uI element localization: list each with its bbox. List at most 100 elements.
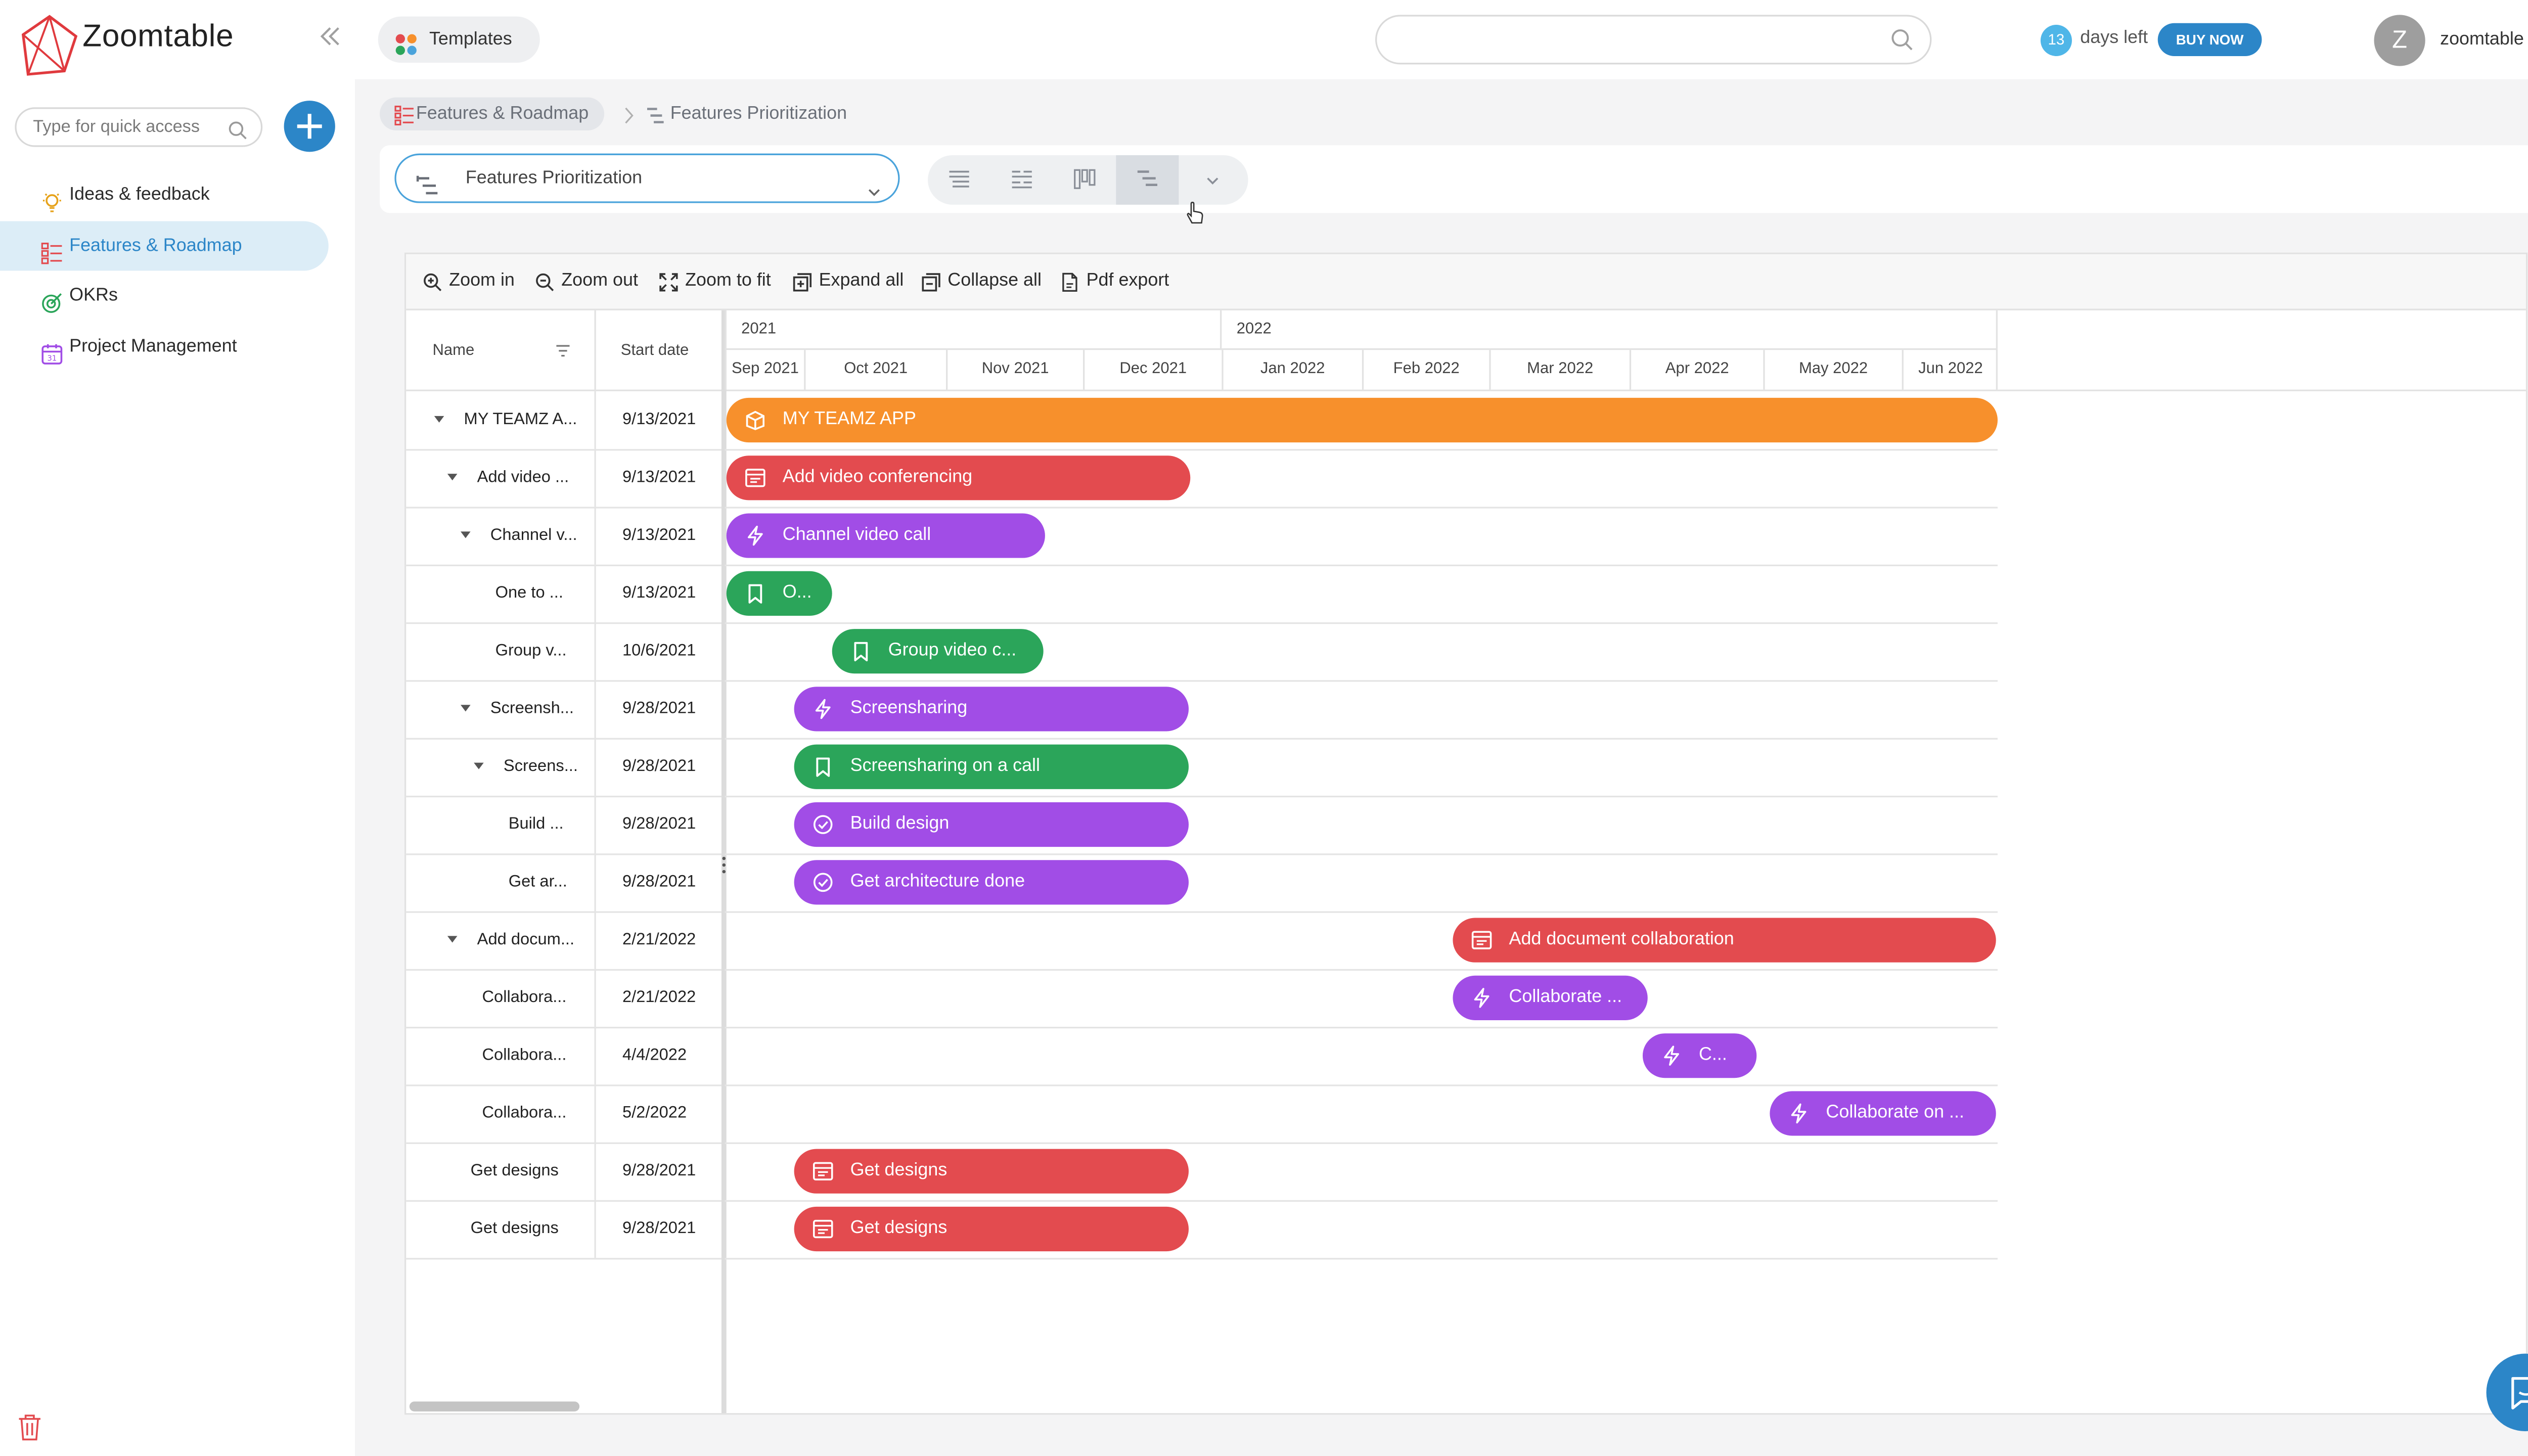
view-select-value: Features Prioritization <box>465 168 643 189</box>
table-row[interactable]: Screens... 9/28/2021 <box>406 738 721 798</box>
sidebar-item-okrs[interactable]: OKRs <box>0 271 329 321</box>
task-bar[interactable]: Add document collaboration <box>1453 918 1996 963</box>
table-row[interactable]: Add video ... 9/13/2021 <box>406 449 721 509</box>
table-row[interactable]: Add docum... 2/21/2022 <box>406 911 721 971</box>
breadcrumb-parent[interactable]: Features & Roadmap <box>380 97 604 130</box>
sidebar-item-ideas-feedback[interactable]: Ideas & feedback <box>0 170 329 219</box>
column-divider <box>594 1142 596 1200</box>
add-button[interactable] <box>284 101 335 152</box>
collapse-sidebar-icon[interactable] <box>317 23 343 50</box>
quick-access-input[interactable]: Type for quick access <box>15 107 263 147</box>
table-row[interactable]: Build ... 9/28/2021 <box>406 795 721 855</box>
chat-icon <box>2511 1377 2528 1409</box>
epic-icon <box>812 1162 833 1180</box>
task-start-date: 2/21/2022 <box>622 988 696 1007</box>
zoom-to-fit-button[interactable]: Zoom to fit <box>659 254 778 309</box>
column-header-name[interactable]: Name <box>432 341 475 360</box>
avatar[interactable]: Z <box>2374 15 2425 66</box>
task-bar[interactable]: Screensharing on a call <box>794 744 1189 789</box>
caret-down-icon[interactable] <box>474 762 484 769</box>
expand-all-button[interactable]: Expand all <box>792 254 905 309</box>
gantt-icon <box>416 168 439 195</box>
timeline-row: Screensharing <box>725 680 1998 740</box>
table-row[interactable]: MY TEAMZ A... 9/13/2021 <box>406 391 721 451</box>
zoom-out-label: Zoom out <box>561 270 638 291</box>
task-bar[interactable]: Screensharing <box>794 687 1189 732</box>
caret-down-icon[interactable] <box>461 705 471 712</box>
collapse-all-button[interactable]: Collapse all <box>921 254 1044 309</box>
pdf-export-button[interactable]: Pdf export <box>1060 254 1176 309</box>
table-row[interactable]: One to ... 9/13/2021 <box>406 564 721 624</box>
task-name: MY TEAMZ A... <box>464 411 577 429</box>
caret-down-icon[interactable] <box>434 416 444 423</box>
table-row[interactable]: Group v... 10/6/2021 <box>406 622 721 682</box>
view-kanban-button[interactable] <box>1053 155 1116 205</box>
more-views-button[interactable] <box>1179 155 1248 205</box>
kanban-icon <box>1074 169 1096 189</box>
view-select[interactable]: Features Prioritization <box>394 153 900 203</box>
trial-days-badge: 13 <box>2040 24 2072 57</box>
pane-splitter[interactable] <box>721 310 727 1414</box>
task-bar[interactable]: Get architecture done <box>794 860 1189 905</box>
column-header-start-date[interactable]: Start date <box>620 341 689 360</box>
task-bar[interactable]: Collaborate on ... <box>1770 1091 1996 1136</box>
horizontal-scrollbar[interactable] <box>409 1401 580 1412</box>
filter-icon[interactable] <box>555 343 571 358</box>
view-list-button[interactable] <box>928 155 990 205</box>
trash-icon[interactable] <box>17 1413 43 1441</box>
grid-header: Name Start date <box>406 310 721 390</box>
sidebar-item-label: Project Management <box>69 337 237 357</box>
timeline-row: Collaborate on ... <box>725 1084 1998 1144</box>
pdf-file-icon <box>1062 272 1077 292</box>
timeline-row: Screensharing on a call <box>725 738 1998 798</box>
zoom-out-button[interactable]: Zoom out <box>535 254 644 309</box>
task-bar[interactable]: Add video conferencing <box>726 456 1191 500</box>
table-row[interactable]: Get ar... 9/28/2021 <box>406 853 721 913</box>
table-row[interactable]: Collabora... 4/4/2022 <box>406 1027 721 1086</box>
search-icon <box>1890 28 1914 52</box>
table-row[interactable]: Collabora... 5/2/2022 <box>406 1084 721 1144</box>
task-bar[interactable]: Get designs <box>794 1206 1189 1252</box>
task-bar[interactable]: Group video c... <box>832 629 1044 674</box>
buy-now-button[interactable]: BUY NOW <box>2157 23 2262 57</box>
drag-handle-icon[interactable] <box>721 853 727 874</box>
task-bar[interactable]: Build design <box>794 802 1189 847</box>
task-bar[interactable]: MY TEAMZ APP <box>726 397 1998 443</box>
task-name: Collabora... <box>482 1104 567 1123</box>
view-grouped-button[interactable] <box>990 155 1053 205</box>
timeline-year: 2022 <box>1220 310 1998 350</box>
task-bar[interactable]: O... <box>726 571 832 616</box>
table-row[interactable]: Screensh... 9/28/2021 <box>406 680 721 740</box>
task-start-date: 9/13/2021 <box>622 411 696 429</box>
templates-button[interactable]: Templates <box>378 16 540 63</box>
zoomtable-logo-icon[interactable] <box>13 12 79 78</box>
task-bar[interactable]: Channel video call <box>726 513 1045 558</box>
user-name[interactable]: zoomtable <box>2440 29 2524 50</box>
task-bar-label: Channel video call <box>782 525 931 545</box>
plus-icon <box>297 114 322 139</box>
task-start-date: 9/28/2021 <box>622 815 696 834</box>
task-bar[interactable]: Collaborate ... <box>1453 975 1648 1020</box>
task-bar[interactable]: Get designs <box>794 1149 1189 1194</box>
table-row[interactable]: Collabora... 2/21/2022 <box>406 969 721 1029</box>
table-row[interactable]: Get designs 9/28/2021 <box>406 1200 721 1260</box>
zoom-in-button[interactable]: Zoom in <box>423 254 525 309</box>
sidebar-item-features-roadmap[interactable]: Features & Roadmap <box>0 221 329 271</box>
task-name: Collabora... <box>482 1046 567 1065</box>
table-row[interactable]: Get designs 9/28/2021 <box>406 1142 721 1202</box>
global-search-input[interactable] <box>1375 15 1932 65</box>
zoom-in-label: Zoom in <box>449 270 515 291</box>
caret-down-icon[interactable] <box>461 531 471 538</box>
sidebar-item-project-management[interactable]: 31 Project Management <box>0 322 329 372</box>
timeline-month: Nov 2021 <box>946 350 1083 390</box>
timeline-month: Mar 2022 <box>1489 350 1630 390</box>
view-gantt-button[interactable] <box>1116 155 1179 205</box>
caret-down-icon[interactable] <box>447 474 458 481</box>
table-row[interactable]: Channel v... 9/13/2021 <box>406 507 721 566</box>
task-bar[interactable]: C... <box>1642 1033 1757 1078</box>
caret-down-icon[interactable] <box>447 936 458 943</box>
task-bar-label: Get architecture done <box>850 872 1025 892</box>
breadcrumb-parent-label: Features & Roadmap <box>416 104 589 124</box>
search-icon <box>228 117 248 140</box>
task-name: One to ... <box>495 584 563 603</box>
